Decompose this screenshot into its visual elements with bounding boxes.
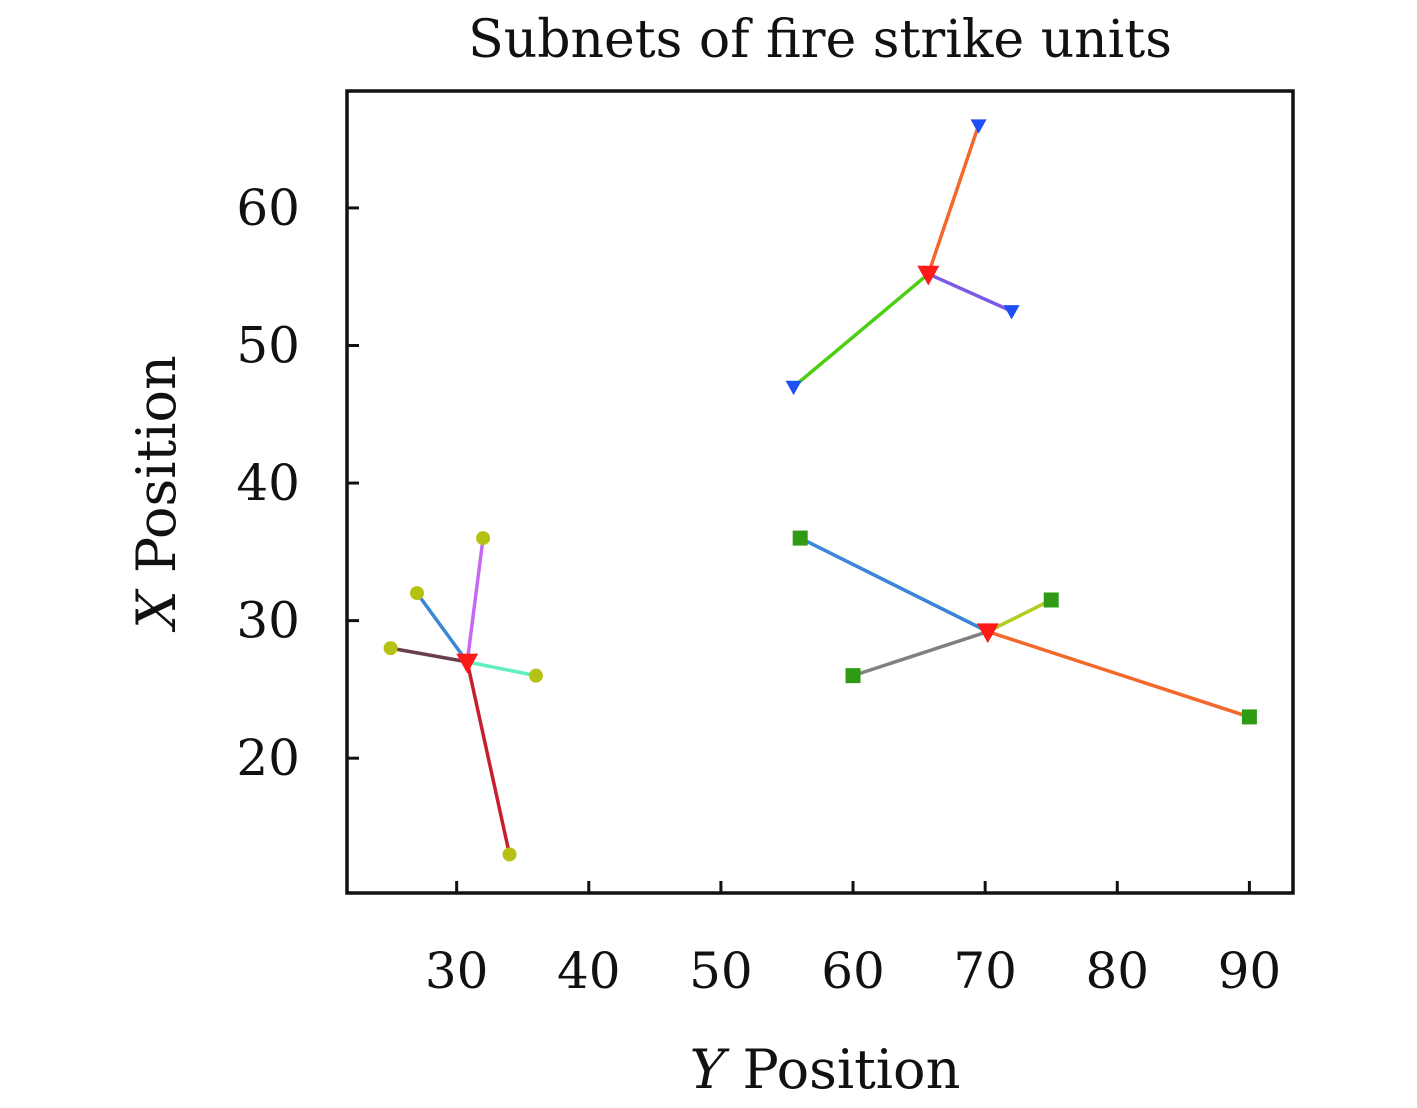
subnet-link-line — [798, 536, 990, 634]
x-axis: 30 40 50 60 70 80 90 — [425, 881, 1281, 1000]
hub-node-point — [456, 653, 479, 674]
hub-node-point — [917, 265, 940, 286]
y-axis-label: X Position — [125, 355, 188, 633]
subnet-link-line — [791, 272, 931, 389]
chart-title: Subnets of fire strike units — [468, 10, 1172, 70]
subnet-link-line — [465, 536, 485, 664]
unit-node-point — [970, 119, 987, 134]
subnet-link-line — [415, 591, 469, 664]
y-tick-label: 20 — [236, 729, 300, 787]
subnet-link-line — [388, 646, 469, 664]
subnet-links — [388, 123, 1252, 857]
unit-node-point — [785, 380, 802, 396]
y-tick-label: 30 — [236, 592, 300, 650]
subnet-link-line — [851, 629, 990, 678]
unit-node-point — [1241, 709, 1257, 725]
y-axis: 20 30 40 50 60 — [236, 179, 359, 787]
subnet-link-line — [926, 272, 1014, 313]
subnet-link-line — [465, 660, 512, 857]
subnet-nodes — [383, 119, 1257, 862]
unit-node-point — [383, 641, 398, 656]
unit-node-point — [845, 668, 861, 684]
subnet-link-line — [465, 660, 538, 678]
y-tick-label: 40 — [236, 454, 300, 512]
unit-node-point — [410, 586, 425, 601]
unit-node-point — [502, 847, 517, 862]
unit-node-point — [1003, 305, 1020, 320]
unit-node-point — [476, 531, 491, 546]
y-tick-label: 50 — [236, 316, 300, 374]
unit-node-point — [1043, 592, 1059, 608]
x-tick-label: 40 — [557, 942, 621, 1000]
subnet-link-line — [986, 629, 1252, 719]
x-tick-label: 90 — [1218, 942, 1282, 1000]
x-tick-label: 70 — [953, 942, 1017, 1000]
x-tick-label: 30 — [425, 942, 489, 1000]
subnet-link-line — [926, 123, 981, 276]
unit-node-point — [792, 530, 808, 546]
subnet-link-line — [986, 598, 1053, 634]
hub-node-point — [976, 623, 999, 644]
x-tick-label: 50 — [689, 942, 753, 1000]
unit-node-point — [528, 668, 543, 683]
plot-frame — [345, 89, 1295, 895]
x-axis-label: Y Position — [690, 1038, 961, 1101]
y-tick-label: 60 — [236, 179, 300, 237]
x-tick-label: 60 — [821, 942, 885, 1000]
x-tick-label: 80 — [1085, 942, 1149, 1000]
